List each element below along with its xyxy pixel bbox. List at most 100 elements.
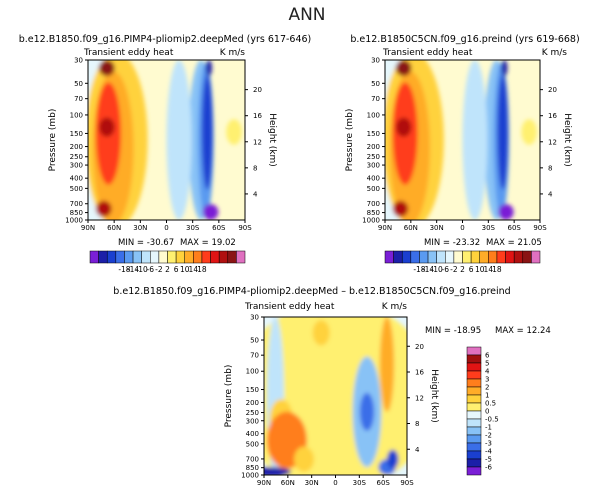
y-tick-label: 30 [250,314,259,322]
y-right-tick-label: 8 [253,164,257,172]
x-tick-label: 30N [133,224,147,232]
colorbar-swatch [193,250,203,264]
y-tick-label: 400 [367,175,380,183]
y-tick-label: 300 [367,162,380,170]
y-tick-label: 1000 [65,217,83,225]
colorbar-swatch [466,386,482,396]
y-tick-label: 700 [70,200,83,208]
colorbar-label: 2 [165,265,170,274]
colorbar-swatch [89,250,99,264]
y-tick-label: 1000 [362,217,380,225]
colorbar-swatch [466,426,482,436]
colorbar-swatch [218,250,229,264]
y-right-tick-label: 20 [415,343,424,351]
colorbar-label: -1 [485,424,492,432]
field-blob [501,60,508,76]
x-tick-label: 60S [376,479,390,487]
y-tick-label: 400 [70,175,83,183]
colorbar-swatch [419,250,429,264]
panel-3-title: b.e12.B1850.f09_g16.PIMP4-pliomip2.deepM… [113,286,510,297]
field-blob [264,317,407,475]
panel-1-title: b.e12.B1850.f09_g16.PIMP4-pliomip2.deepM… [19,34,312,45]
y-right-tick-label: 4 [253,190,258,198]
page-title: ANN [288,5,325,25]
colorbar-swatch [466,346,482,356]
y-tick-label: 50 [371,80,380,88]
colorbar-swatch [466,434,482,444]
x-tick-label: 90S [238,224,252,232]
colorbar-swatch [201,250,211,264]
colorbar-label: -2 [485,432,492,440]
y-tick-label: 200 [367,143,380,151]
y-tick-label: 300 [246,417,259,425]
x-tick-label: 90N [378,224,392,232]
y-axis-label: Pressure (mb) [345,109,355,172]
colorbar-label: 3 [485,376,489,384]
y-right-axis-label: Height (km) [562,113,572,167]
field-blob [395,117,412,137]
colorbar-swatch [513,250,524,264]
field-contours [385,60,537,220]
colorbar-swatch [227,250,237,264]
panel-1: b.e12.B1850.f09_g16.PIMP4-pliomip2.deepM… [19,34,312,274]
panel-2-subtitle-left: Transient eddy heat [382,48,473,58]
x-tick-label: 90N [257,479,271,487]
colorbar-swatch [427,250,437,264]
panel-1-subtitle-left: Transient eddy heat [83,48,174,58]
y-tick-label: 50 [250,337,259,345]
colorbar-swatch [106,250,117,264]
panel-2-title: b.e12.B1850C5CN.f09_g16.preind (yrs 619-… [350,34,579,45]
colorbar-label: -14 [422,265,434,274]
colorbar-label: -14 [127,265,139,274]
y-right-tick-label: 16 [548,112,557,120]
field-blob [95,200,112,217]
y-tick-label: 150 [246,386,259,394]
field-blob [379,317,395,412]
y-tick-label: 30 [371,57,380,65]
colorbar-label: -5 [485,456,492,464]
colorbar-label: -6 [442,265,450,274]
colorbar-label: -4 [485,448,493,456]
colorbar-label: -6 [485,464,493,472]
field-blob [462,60,488,220]
x-tick-label: 30N [305,479,319,487]
colorbar-swatch [466,402,482,412]
colorbar-label: 10 [475,265,485,274]
field-blob [395,60,412,76]
x-tick-label: 0 [460,224,464,232]
y-tick-label: 500 [70,185,83,193]
x-tick-label: 30S [482,224,496,232]
panel-3-subtitle-left: Transient eddy heat [244,302,335,312]
colorbar-swatch [466,378,482,388]
colorbar-swatch [466,394,482,404]
x-tick-label: 90S [400,479,414,487]
y-right-tick-label: 12 [415,394,424,402]
y-tick-label: 400 [246,430,259,438]
colorbar-label: -0.5 [485,416,499,424]
x-tick-label: 30S [353,479,367,487]
colorbar-label: 4 [485,368,490,376]
field-blob [386,449,399,469]
colorbar-label: -6 [147,265,155,274]
panel-2-colorbar: -18-14-10-6 -2 2 6 10 14 18 [384,250,541,274]
y-tick-label: 250 [246,409,259,417]
y-tick-label: 200 [70,143,83,151]
colorbar-swatch [522,250,532,264]
colorbar-label: 18 [197,265,207,274]
panel-2-subtitle-right: K m/s [542,48,568,58]
colorbar-swatch [141,250,151,264]
y-tick-label: 250 [367,153,380,161]
colorbar-swatch [466,466,482,476]
colorbar-swatch [496,250,506,264]
colorbar-label: 2 [485,384,489,392]
panel-2-max-label: MAX = 21.05 [486,238,542,248]
y-tick-label: 850 [70,209,83,217]
field-blob [201,74,213,190]
x-tick-label: 60N [107,224,121,232]
colorbar-swatch [479,250,489,264]
colorbar-label: 0 [485,408,489,416]
colorbar-label: 2 [460,265,465,274]
field-blob [359,392,375,431]
y-right-tick-label: 12 [548,138,557,146]
